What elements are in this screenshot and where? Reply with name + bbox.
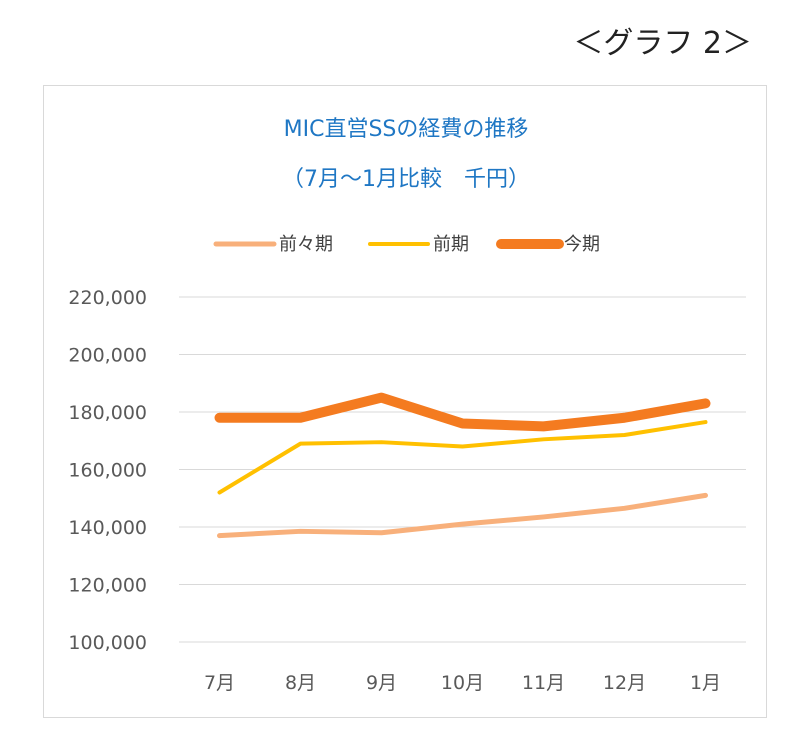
line-chart: MIC直営SSの経費の推移 （7月～1月比較 千円） 前々期 前期 今期 100,0… xyxy=(68,117,746,694)
x-tick-label: 1月 xyxy=(690,672,721,694)
x-tick-label: 12月 xyxy=(603,672,646,694)
y-tick-label: 220,000 xyxy=(68,287,147,309)
x-axis: 7月 8月 9月 10月 11月 12月 1月 xyxy=(204,672,721,694)
series-line xyxy=(217,420,708,495)
chart-frame: MIC直営SSの経費の推移 （7月～1月比較 千円） 前々期 前期 今期 100,0… xyxy=(43,85,767,718)
series-line xyxy=(217,492,708,539)
chart-title: MIC直営SSの経費の推移 xyxy=(284,117,529,142)
series-lines xyxy=(214,392,711,539)
x-tick-label: 9月 xyxy=(366,672,397,694)
legend-label: 今期 xyxy=(564,234,600,255)
chart-subtitle: （7月～1月比較 千円） xyxy=(282,167,530,192)
legend: 前々期 前期 今期 xyxy=(213,234,600,255)
y-tick-label: 120,000 xyxy=(68,575,147,597)
series-line xyxy=(214,392,711,432)
x-tick-label: 10月 xyxy=(441,672,484,694)
y-tick-label: 200,000 xyxy=(68,345,147,367)
y-tick-label: 100,000 xyxy=(68,632,147,654)
gridlines xyxy=(179,296,746,643)
y-tick-label: 160,000 xyxy=(68,460,147,482)
page-label: ＜グラフ 2＞ xyxy=(573,26,752,61)
x-tick-label: 7月 xyxy=(204,672,235,694)
y-tick-label: 180,000 xyxy=(68,402,147,424)
legend-label: 前期 xyxy=(433,234,469,255)
y-tick-label: 140,000 xyxy=(68,517,147,539)
x-tick-label: 8月 xyxy=(285,672,316,694)
legend-label: 前々期 xyxy=(279,234,333,255)
y-axis: 100,000 120,000 140,000 160,000 180,000 200,0… xyxy=(68,287,147,654)
x-tick-label: 11月 xyxy=(522,672,565,694)
